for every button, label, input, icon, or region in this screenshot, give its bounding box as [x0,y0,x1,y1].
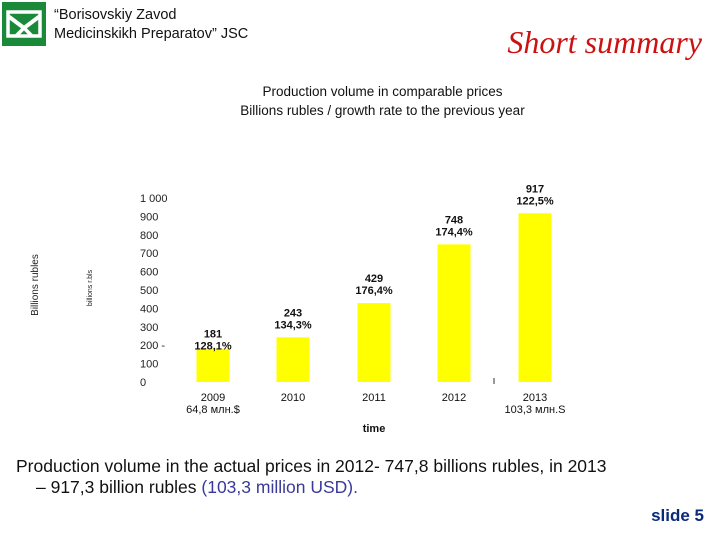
summary-line1: Production volume in the actual prices i… [16,456,607,476]
value-label: 243 [284,307,302,319]
y-tick-label: 700 [140,248,158,260]
y-tick-label: 800 [140,230,158,242]
x-tick-label: 2013 [523,392,547,404]
summary-usd: (103,3 million USD). [201,477,358,497]
y-tick-label: 500 [140,285,158,297]
y-axis-label: Billions rubles [30,254,41,316]
bar-chart: 0 100 200 - 300 400 500 600 700 800 900 1 000 Billi… [30,183,566,435]
company-logo-icon [2,2,46,46]
company-name-line1: “Borisovskiy Zavod [54,7,177,23]
x-tick-sublabel: 103,3 млн.S [504,404,565,416]
x-axis-label: time [363,423,386,435]
growth-label: 128,1% [194,341,232,353]
x-tick-label: 2010 [281,392,305,404]
y-tick-label: 900 [140,211,158,223]
x-tick-label: 2011 [362,392,386,404]
bar-2013 [518,213,552,382]
summary-line2: – 917,3 billion rubles (103,3 million US… [16,477,706,498]
y-tick-label: 200 - [140,340,165,352]
growth-label: 134,3% [274,319,312,331]
y-axis-inner-label: billions r.bls [87,269,94,306]
x-tick-label: 2009 [201,392,225,404]
growth-label: 122,5% [516,195,554,207]
summary-text: Production volume in the actual prices i… [16,456,706,498]
chart-subtitle: Billions rubles / growth rate to the pre… [240,103,525,118]
slide-number: slide 5 [651,506,704,525]
slide-title: Short summary [507,24,702,60]
value-label: 917 [526,183,544,195]
bar-2012 [437,244,471,382]
y-tick-label: 0 [140,377,146,389]
company-name: “Borisovskiy Zavod Medicinskikh Preparat… [54,6,248,44]
value-label: 429 [365,273,383,285]
value-label: 748 [445,214,463,226]
y-tick-label: 100 [140,359,158,371]
bar-2010 [276,337,310,382]
value-label: 181 [204,329,222,341]
y-tick-label: 1 000 [140,193,168,205]
y-tick-label: 600 [140,267,158,279]
y-tick-label: 400 [140,303,158,315]
bar-2011 [357,303,391,382]
x-tick-sublabel: 64,8 млн.$ [186,404,240,416]
summary-rubles: – 917,3 billion rubles [36,477,202,497]
x-tick-label: 2012 [442,392,466,404]
company-name-line2: Medicinskikh Preparatov” JSC [54,26,249,42]
y-tick-label: 300 [140,322,158,334]
chart-title: Production volume in comparable prices [262,84,503,99]
growth-label: 176,4% [355,285,393,297]
growth-label: 174,4% [435,226,473,238]
bar-2009 [196,348,230,382]
